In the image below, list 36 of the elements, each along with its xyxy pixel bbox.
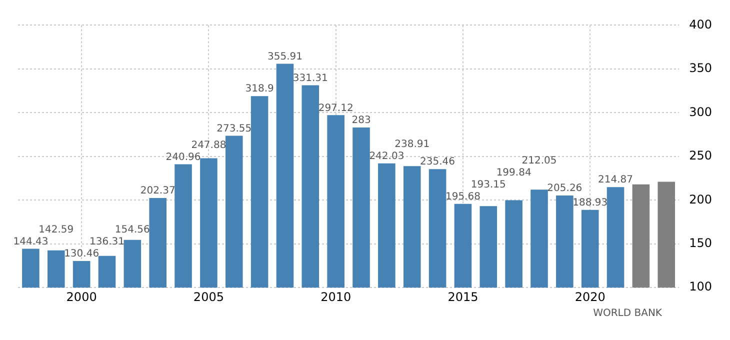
x-tick-label: 2020 (574, 290, 606, 304)
data-label: 297.12 (318, 102, 354, 114)
data-label: 247.88 (191, 140, 226, 151)
data-label: 355.91 (267, 51, 302, 62)
data-label: 318.9 (245, 84, 274, 95)
data-label: 235.46 (420, 156, 456, 168)
data-label: 202.37 (140, 186, 176, 197)
data-label: 188.93 (572, 197, 608, 208)
text: WORLD BANK (592, 308, 663, 319)
data-label: 142.59 (38, 224, 74, 236)
data-label: 273.55 (216, 123, 252, 134)
y-tick-label: 250 (689, 148, 712, 163)
y-tick-label: 350 (689, 61, 712, 76)
data-label: 144.43 (13, 236, 48, 248)
y-tick-label: 100 (689, 280, 712, 294)
data-label: 212.05 (522, 156, 557, 167)
y-tick-label: 200 (689, 192, 712, 206)
y-tick-label: 150 (689, 236, 712, 250)
data-label: 238.91 (394, 138, 430, 150)
data-label: 136.31 (89, 236, 124, 248)
x-tick-label: 2010 (320, 290, 352, 304)
x-tick-label: 2005 (193, 290, 224, 304)
data-label: 214.87 (598, 174, 634, 186)
data-label: 240.96 (166, 152, 201, 163)
data-label: 195.68 (445, 192, 480, 203)
data-label: 205.26 (547, 183, 582, 194)
y-tick-label: 300 (689, 104, 712, 119)
y-tick-label: 400 (689, 17, 712, 32)
x-tick-label: 2000 (66, 290, 97, 304)
data-label: 331.31 (292, 72, 328, 84)
data-label: 193.15 (470, 180, 506, 191)
data-label: 283 (352, 115, 371, 126)
data-label: 242.03 (369, 150, 404, 162)
x-tick-label: 2015 (448, 290, 478, 304)
data-label: 199.84 (496, 168, 532, 179)
data-label: 130.46 (64, 248, 100, 260)
